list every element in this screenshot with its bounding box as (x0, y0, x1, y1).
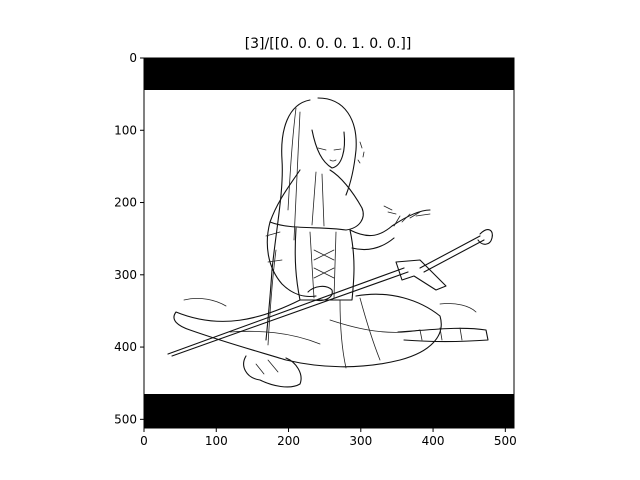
y-tick-label: 0 (129, 51, 137, 65)
y-tick-label: 100 (114, 123, 137, 137)
y-axis: 0 100 200 300 400 500 (114, 51, 144, 426)
x-tick-label: 200 (277, 434, 300, 448)
y-tick-label: 400 (114, 340, 137, 354)
letterbox-top-bar (144, 58, 514, 90)
x-tick-label: 400 (422, 434, 445, 448)
x-tick-label: 500 (494, 434, 517, 448)
y-tick-label: 200 (114, 196, 137, 210)
image-panel (143, 57, 515, 429)
figure-title: [3]/[[0. 0. 0. 0. 1. 0. 0.]] (245, 36, 412, 52)
line-art-girl-with-sword-icon (167, 97, 493, 388)
x-tick-label: 300 (349, 434, 372, 448)
y-tick-label: 500 (114, 412, 137, 426)
image-frame (143, 57, 515, 429)
letterbox-bottom-bar (144, 394, 514, 428)
x-tick-label: 100 (205, 434, 228, 448)
x-tick-label: 0 (140, 434, 148, 448)
y-tick-label: 300 (114, 268, 137, 282)
x-axis: 0 100 200 300 400 500 (140, 428, 517, 448)
